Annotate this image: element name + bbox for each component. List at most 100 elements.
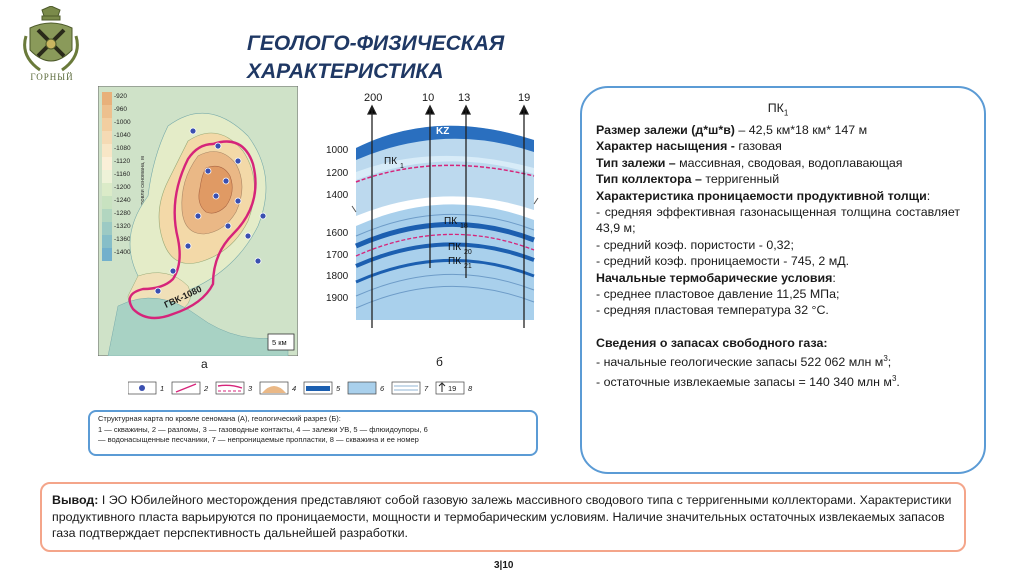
legend-number: 6 <box>380 384 385 393</box>
scale-value: -960 <box>114 106 127 113</box>
pk21-label: ПК <box>448 256 461 267</box>
reserves-item-text: - начальные геологические запасы 522 062… <box>596 355 884 370</box>
well-markers <box>154 127 267 295</box>
depth-label: 1000 <box>326 145 349 156</box>
caption-line-2: 1 — скважины, 2 — разломы, 3 — газоводны… <box>98 424 428 434</box>
reserves-item-sup: 3 <box>891 373 897 383</box>
reserves-item-end: . <box>896 374 900 389</box>
info-heading-subscript: 1 <box>783 108 789 118</box>
permeability-heading-text: Характеристика проницаемости продуктивно… <box>596 188 927 203</box>
reserves-item: - остаточные извлекаемые запасы = 140 34… <box>596 371 960 391</box>
reservoir-characteristics-box: ПК1 Размер залежи (д*ш*в) – 42,5 км*18 к… <box>580 86 986 474</box>
scale-value: -1280 <box>114 210 131 217</box>
map-label: а <box>201 357 208 371</box>
scale-value: -1080 <box>114 145 131 152</box>
permeability-item: - средний коэф. пористости - 0,32; <box>596 237 794 252</box>
permeability-item: - средний коэф. проницаемости - 745, 2 м… <box>596 254 850 269</box>
legend-well-number: 19 <box>448 384 456 393</box>
well-label: 200 <box>364 92 382 104</box>
well-label: 19 <box>518 92 530 104</box>
conclusion-box: Вывод: I ЭО Юбилейного месторождения пре… <box>40 482 966 552</box>
pk18-subscript: 18 <box>460 223 468 230</box>
info-heading-text: ПК <box>767 101 784 115</box>
reserves-heading: Сведения о запасах свободного газа: <box>596 335 828 350</box>
depth-color-scale <box>102 92 112 261</box>
permeability-heading-colon: : <box>926 188 931 203</box>
depth-label: 1600 <box>326 228 349 239</box>
reserves-item-sup: 3 <box>883 354 888 364</box>
thermobaric-item: - средняя пластовая температура 32 °С. <box>596 303 829 318</box>
depth-label: 1800 <box>326 271 349 282</box>
pk21-subscript: 21 <box>464 263 472 270</box>
scale-value: -1200 <box>114 184 131 191</box>
thermobaric-heading-colon: : <box>832 270 836 285</box>
caption-line-3: — водонасыщенные песчаники, 7 — непрониц… <box>98 435 419 444</box>
gas-water-contact-line <box>128 140 257 320</box>
reserves-item-text: - остаточные извлекаемые запасы = 140 34… <box>596 374 892 389</box>
pk20-label: ПК <box>448 242 461 253</box>
section-label: б <box>436 355 443 369</box>
legend-number: 5 <box>336 384 341 393</box>
scale-value: -920 <box>114 93 127 100</box>
scale-value: -1240 <box>114 197 131 204</box>
scale-value: -1160 <box>114 171 131 178</box>
permeability-heading: Характеристика проницаемости продуктивно… <box>596 188 960 204</box>
title-line-1: ГЕОЛОГО-ФИЗИЧЕСКАЯ <box>247 32 505 55</box>
legend-number: 3 <box>248 384 253 393</box>
depth-label: 1900 <box>326 293 349 304</box>
permeability-item: - средняя эффективная газонасыщенная тол… <box>596 204 960 236</box>
figure-caption: Структурная карта по кровле сеномана (А)… <box>88 410 538 456</box>
well-lines <box>366 104 530 328</box>
size-value: – 42,5 км*18 км* 147 м <box>734 122 868 137</box>
reserves-item-end: ; <box>887 355 892 370</box>
well-label: 10 <box>422 92 434 104</box>
title-line-2: ХАРАКТЕРИСТИКА <box>247 60 444 83</box>
figure-legend: 1 2 3 4 5 6 7 19 8 <box>127 378 558 398</box>
legend-number: 1 <box>160 384 164 393</box>
info-heading: ПК1 <box>596 100 960 122</box>
conclusion-text: I ЭО Юбилейного месторождения представля… <box>52 493 952 541</box>
scale-value: -1000 <box>114 119 131 126</box>
geological-section: 200 10 13 19 1000 1200 1400 1600 1700 18… <box>326 86 548 356</box>
scale-value: -1400 <box>114 249 131 256</box>
depth-label: 1700 <box>326 250 349 261</box>
scale-bar-label: 5 км <box>272 338 287 347</box>
pk18-label: ПК <box>444 216 457 227</box>
pk1-subscript: 1 <box>400 163 404 170</box>
thermobaric-heading: Начальные термобарические условия: <box>596 270 960 286</box>
type-label: Тип залежи – <box>596 155 680 170</box>
type-row: Тип залежи – массивная, сводовая, водопл… <box>596 155 960 171</box>
page-title: ГЕОЛОГО-ФИЗИЧЕСКАЯ ХАРАКТЕРИСТИКА <box>247 30 504 86</box>
well-label: 13 <box>458 92 470 104</box>
legend-number: 7 <box>424 384 429 393</box>
scale-value: -1040 <box>114 132 131 139</box>
size-label: Размер залежи (д*ш*в) <box>596 122 735 137</box>
kz-label: KZ <box>436 126 449 137</box>
thermobaric-heading-text: Начальные термобарические условия <box>596 270 833 285</box>
caption-line-1: Структурная карта по кровле сеномана (А)… <box>98 414 341 423</box>
type-value: массивная, сводовая, водоплавающая <box>679 155 903 170</box>
collector-value: терригенный <box>705 172 780 187</box>
pk20-subscript: 20 <box>464 249 472 256</box>
depth-label: 1200 <box>326 168 349 179</box>
legend-number: 2 <box>203 384 209 393</box>
scale-value: -1120 <box>114 158 131 165</box>
saturation-value: газовая <box>738 139 782 154</box>
legend-number: 8 <box>468 384 473 393</box>
page-number: 3|10 <box>494 560 514 571</box>
legend-number: 4 <box>292 384 296 393</box>
depth-label: 1400 <box>326 190 349 201</box>
saturation-label: Характер насыщения - <box>596 139 739 154</box>
size-row: Размер залежи (д*ш*в) – 42,5 км*18 км* 1… <box>596 122 960 138</box>
collector-label: Тип коллектора – <box>596 172 706 187</box>
university-logo <box>20 5 82 82</box>
collector-row: Тип коллектора – терригенный <box>596 171 960 187</box>
structural-map: -920 -960 -1000 -1040 -1080 -1120 -1160 … <box>97 85 299 357</box>
reserves-item: - начальные геологические запасы 522 062… <box>596 351 960 371</box>
logo-text: ГОРНЫЙ <box>30 72 74 82</box>
scale-value: -1320 <box>114 223 131 230</box>
thermobaric-item: - среднее пластовое давление 11,25 МПа; <box>596 286 840 301</box>
saturation-row: Характер насыщения - газовая <box>596 138 960 154</box>
conclusion-label: Вывод: <box>52 493 99 507</box>
scale-value: -1360 <box>114 236 131 243</box>
